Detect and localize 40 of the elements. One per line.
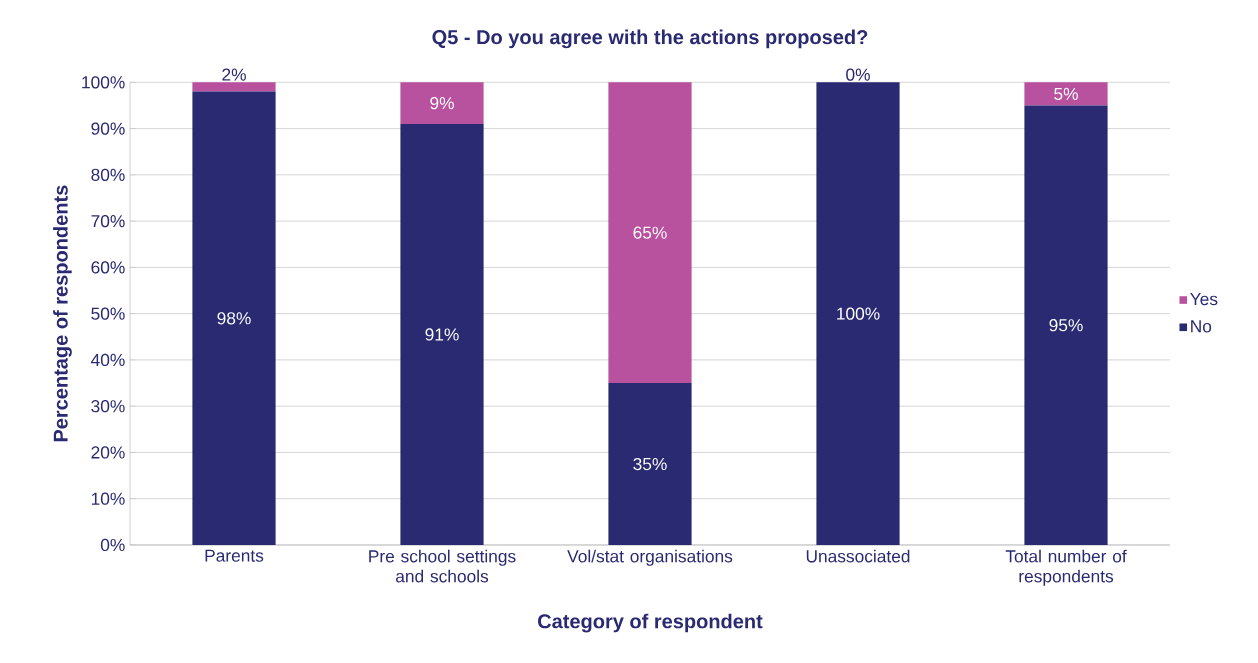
data-label: 65% <box>633 226 667 239</box>
bar <box>192 82 276 92</box>
x-axis-title: Category of respondent <box>538 613 763 633</box>
bar <box>400 123 484 545</box>
y-tick-label: 100% <box>82 76 125 89</box>
data-label: 5% <box>1054 87 1078 100</box>
legend-label: No <box>1191 320 1212 333</box>
data-label: 2% <box>222 68 246 81</box>
bar <box>400 82 484 124</box>
bar <box>192 91 276 545</box>
x-tick-label: Vol/stat organisations <box>567 549 733 566</box>
y-tick-label: 70% <box>91 214 125 228</box>
bar <box>1024 105 1108 545</box>
y-tick-label: 0% <box>100 538 125 552</box>
y-tick-label: 20% <box>91 446 125 459</box>
y-tick-label: 30% <box>91 400 125 413</box>
x-tick-label: Pre school settings and schools <box>369 549 516 583</box>
x-tick-label: Parents <box>205 549 264 562</box>
y-tick-label: 90% <box>91 122 125 135</box>
bar <box>816 82 900 545</box>
data-label: 91% <box>425 328 459 341</box>
y-tick-label: 60% <box>91 261 125 274</box>
y-tick-label: 10% <box>91 492 125 505</box>
y-tick-label: 40% <box>91 353 125 367</box>
bar <box>608 82 692 384</box>
data-label: 9% <box>430 97 454 110</box>
data-label: 98% <box>217 312 251 325</box>
data-label: 95% <box>1049 319 1083 332</box>
x-tick-label: Unassociated <box>806 549 910 563</box>
legend-label: Yes <box>1190 293 1218 306</box>
y-tick-label: 80% <box>91 168 125 181</box>
x-tick-label: Total number of respondents <box>1005 549 1127 586</box>
chart-title: Q5 - Do you agree with the actions proposed? <box>432 29 868 49</box>
data-label: 35% <box>633 457 667 471</box>
bar <box>608 383 692 545</box>
y-tick-label: 50% <box>91 307 125 320</box>
data-label: 100% <box>837 307 880 320</box>
bar <box>1024 82 1108 106</box>
y-axis-title: Percentage of respondents <box>53 185 72 442</box>
data-label: 0% <box>846 68 870 81</box>
